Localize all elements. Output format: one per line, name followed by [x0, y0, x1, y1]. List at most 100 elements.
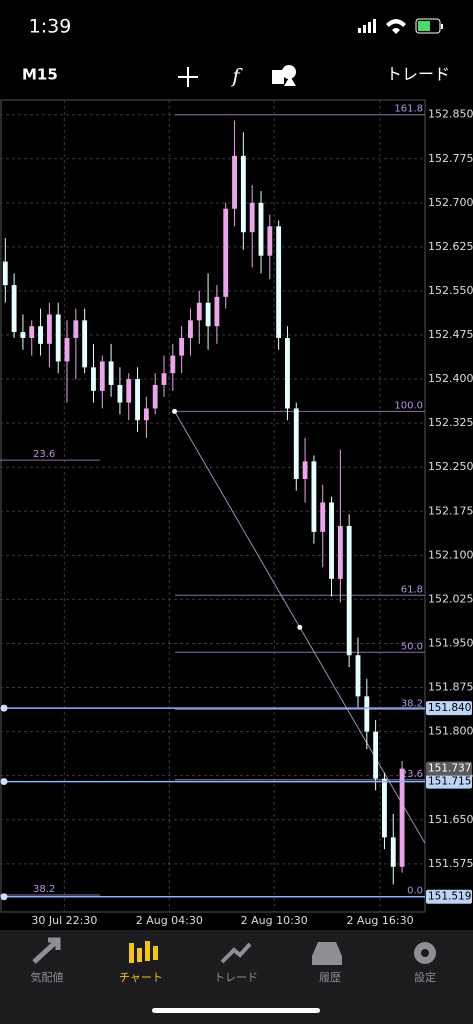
tab-label[interactable]: トレード [214, 971, 258, 984]
candle-body [55, 314, 61, 362]
candle-body [73, 320, 79, 338]
candle-body [382, 778, 387, 838]
candle-body [91, 367, 96, 391]
y-tick-label: 152.175 [428, 504, 473, 517]
y-tick-label: 152.325 [428, 416, 473, 429]
price-tag [426, 889, 472, 904]
candle-body [329, 502, 334, 579]
candle-body [311, 461, 317, 532]
fib-label: 100.0 [394, 400, 423, 411]
x-tick-label: 2 Aug 16:30 [346, 914, 413, 927]
y-tick-label: 151.800 [428, 725, 473, 738]
x-tick-label: 30 Jul 22:30 [31, 914, 97, 927]
candle-body [240, 155, 246, 233]
y-tick-label: 152.700 [428, 196, 473, 209]
candle-body [285, 337, 290, 409]
last-price-label: 151.737 [428, 763, 471, 775]
timeframe[interactable]: M15 [22, 66, 58, 84]
fib-label: 50.0 [401, 641, 423, 652]
status-icons [358, 18, 443, 34]
candle-body [249, 202, 255, 233]
y-tick-label: 152.625 [428, 240, 473, 253]
candle-body [143, 408, 149, 421]
x-tick-label: 2 Aug 04:30 [136, 914, 203, 927]
clock: 1:39 [29, 16, 72, 38]
candle-body [152, 384, 158, 409]
tab-icons [32, 937, 436, 965]
chart: 152.850 152.775 152.700 152.625 152.550 152.4… [0, 99, 473, 927]
candle-body [276, 226, 282, 338]
candle-body [346, 525, 352, 656]
candle-body [29, 326, 35, 338]
trade-button[interactable]: トレード [386, 65, 450, 84]
y-tick-label: 151.575 [428, 857, 473, 870]
candle-body [2, 261, 8, 286]
tab-label[interactable]: 設定 [414, 970, 436, 984]
y-tick-label: 152.775 [428, 152, 473, 165]
price-tag [426, 701, 472, 716]
x-tick-label: 2 Aug 10:30 [241, 914, 308, 927]
y-tick-label: 151.950 [428, 636, 473, 649]
fib-label: 23.6 [401, 769, 423, 780]
price-tag-label: 151.840 [428, 702, 471, 714]
y-tick-label: 151.650 [428, 813, 473, 826]
candle-body [170, 355, 176, 374]
candle-body [161, 373, 167, 385]
candle-body [205, 302, 211, 327]
candle-body [82, 320, 88, 368]
y-tick-label: 152.550 [428, 284, 473, 297]
candle-body [108, 361, 114, 385]
price-line-handle [0, 893, 8, 901]
y-tick-label: 152.250 [428, 460, 473, 473]
tab-label[interactable]: チャート [119, 971, 163, 984]
candle-body [390, 837, 396, 867]
candle-body [196, 302, 202, 321]
price-line-handle [0, 778, 8, 786]
candle-body [46, 314, 52, 344]
candle-body [302, 461, 308, 479]
y-tick-label: 151.875 [428, 681, 473, 694]
tab-label[interactable]: 気配値 [31, 970, 64, 984]
candle-body [126, 379, 132, 403]
fib-label: 0.0 [407, 886, 423, 897]
candle-body [38, 326, 43, 344]
trend-handle [297, 624, 303, 630]
candle-body [214, 296, 220, 327]
candle-body [320, 502, 326, 532]
y-tick-label: 152.100 [428, 548, 473, 561]
home-indicator [152, 1008, 320, 1013]
tab-label[interactable]: 履歴 [319, 971, 341, 984]
candle-body [337, 525, 343, 579]
candle-body [267, 226, 273, 256]
candle-body [355, 655, 361, 697]
y-tick-label: 152.850 [428, 108, 473, 121]
trend-handle [172, 408, 178, 414]
fib-label: 38.2 [33, 884, 55, 895]
y-tick-label: 152.025 [428, 592, 473, 605]
fib-label: 38.2 [401, 698, 423, 709]
y-tick-label: 152.475 [428, 328, 473, 341]
candle-body [135, 379, 140, 421]
candle-body [20, 332, 26, 338]
candle-body [232, 155, 237, 209]
fib-label: 61.8 [401, 584, 423, 595]
candle-body [258, 202, 264, 256]
price-tag-label: 151.715 [428, 776, 471, 788]
candle-body [179, 337, 185, 356]
price-line-handle [0, 704, 8, 712]
candle-body [373, 731, 379, 779]
candle-body [188, 320, 193, 338]
objects-icon[interactable] [272, 65, 296, 86]
fib-label: 23.6 [33, 449, 55, 460]
y-tick-label: 152.400 [428, 372, 473, 385]
crosshair-icon[interactable] [178, 67, 198, 87]
candle-body [399, 768, 405, 867]
price-tag-label: 151.519 [428, 891, 471, 903]
candle-body [364, 696, 370, 732]
candle-body [64, 337, 70, 362]
candle-body [11, 285, 17, 333]
last-price-tag [426, 761, 472, 776]
candle-body [293, 408, 299, 479]
price-tag [426, 774, 472, 789]
